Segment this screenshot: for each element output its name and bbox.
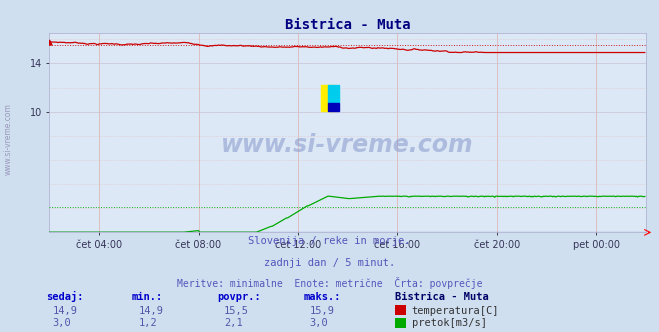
Title: Bistrica - Muta: Bistrica - Muta — [285, 18, 411, 32]
Text: temperatura[C]: temperatura[C] — [412, 306, 500, 316]
Text: sedaj:: sedaj: — [46, 291, 84, 302]
FancyBboxPatch shape — [328, 85, 339, 103]
Text: 15,9: 15,9 — [310, 306, 335, 316]
Text: 3,0: 3,0 — [53, 318, 71, 328]
Text: 3,0: 3,0 — [310, 318, 328, 328]
Text: 15,5: 15,5 — [224, 306, 249, 316]
Text: 14,9: 14,9 — [53, 306, 78, 316]
Text: Bistrica - Muta: Bistrica - Muta — [395, 292, 489, 302]
Text: www.si-vreme.com: www.si-vreme.com — [221, 133, 474, 157]
Text: pretok[m3/s]: pretok[m3/s] — [412, 318, 487, 328]
Text: maks.:: maks.: — [303, 292, 341, 302]
Text: Meritve: minimalne  Enote: metrične  Črta: povprečje: Meritve: minimalne Enote: metrične Črta:… — [177, 277, 482, 289]
Text: 14,9: 14,9 — [138, 306, 163, 316]
Text: 1,2: 1,2 — [138, 318, 157, 328]
Text: min.:: min.: — [132, 292, 163, 302]
Text: zadnji dan / 5 minut.: zadnji dan / 5 minut. — [264, 258, 395, 268]
FancyBboxPatch shape — [328, 103, 339, 111]
FancyBboxPatch shape — [321, 85, 334, 111]
Text: 2,1: 2,1 — [224, 318, 243, 328]
Text: Slovenija / reke in morje.: Slovenija / reke in morje. — [248, 236, 411, 246]
Text: www.si-vreme.com: www.si-vreme.com — [3, 104, 13, 175]
Text: povpr.:: povpr.: — [217, 292, 261, 302]
